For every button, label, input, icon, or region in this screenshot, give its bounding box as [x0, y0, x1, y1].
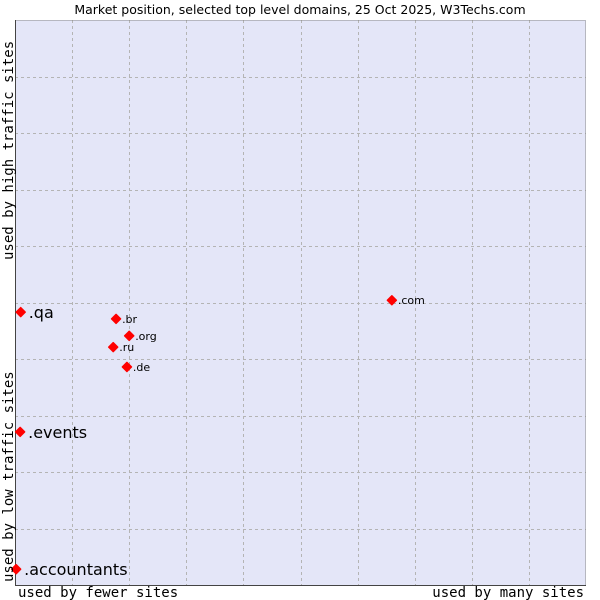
- chart-title: Market position, selected top level doma…: [74, 2, 525, 17]
- data-point: [121, 361, 133, 373]
- data-point: [107, 341, 119, 353]
- plot-border: [15, 20, 586, 586]
- data-point: [123, 330, 135, 342]
- y-axis-label-top: used by high traffic sites: [1, 41, 17, 260]
- data-label: .accountants: [24, 560, 127, 579]
- plot-area: [15, 20, 586, 585]
- data-label: .events: [28, 423, 87, 442]
- x-axis-label-right: used by many sites: [432, 585, 584, 600]
- y-axis-label-bottom: used by low traffic sites: [1, 371, 17, 582]
- x-axis-label-left: used by fewer sites: [18, 585, 178, 600]
- data-point: [15, 306, 26, 318]
- data-label: .de: [133, 361, 150, 374]
- data-label: .br: [122, 313, 137, 326]
- data-points: .qa .br .org.ru .de .com .events .accountants: [10, 294, 425, 579]
- data-label: .com: [398, 294, 425, 307]
- data-label: .qa: [29, 303, 54, 322]
- grid-lines: [15, 20, 586, 585]
- data-label: .ru: [119, 341, 134, 354]
- data-point: [14, 426, 26, 438]
- data-point: [386, 294, 398, 306]
- data-point: [110, 313, 122, 325]
- data-label: .org: [135, 330, 157, 343]
- data-point: [10, 563, 22, 575]
